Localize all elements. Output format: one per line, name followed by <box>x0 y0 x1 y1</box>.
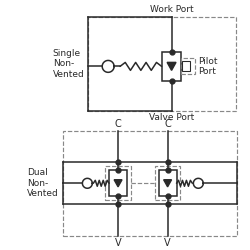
Text: C: C <box>115 119 121 129</box>
Bar <box>105 166 131 200</box>
Polygon shape <box>167 62 176 70</box>
Text: C: C <box>164 119 171 129</box>
Text: Pilot
Port: Pilot Port <box>198 57 218 76</box>
Text: Dual
Non-
Vented: Dual Non- Vented <box>27 168 58 198</box>
Bar <box>182 62 190 71</box>
Bar <box>62 131 237 236</box>
Text: Work Port: Work Port <box>150 5 194 14</box>
Polygon shape <box>164 180 172 187</box>
Text: Valve Port: Valve Port <box>149 113 194 122</box>
Text: V: V <box>115 238 121 248</box>
Text: V: V <box>164 238 171 248</box>
Text: Single
Non-
Vented: Single Non- Vented <box>53 49 84 79</box>
Bar <box>159 170 176 196</box>
Bar <box>162 52 182 81</box>
Bar <box>109 170 127 196</box>
Bar <box>182 58 195 74</box>
Bar <box>88 17 236 111</box>
Polygon shape <box>114 180 122 187</box>
Bar <box>155 166 180 200</box>
